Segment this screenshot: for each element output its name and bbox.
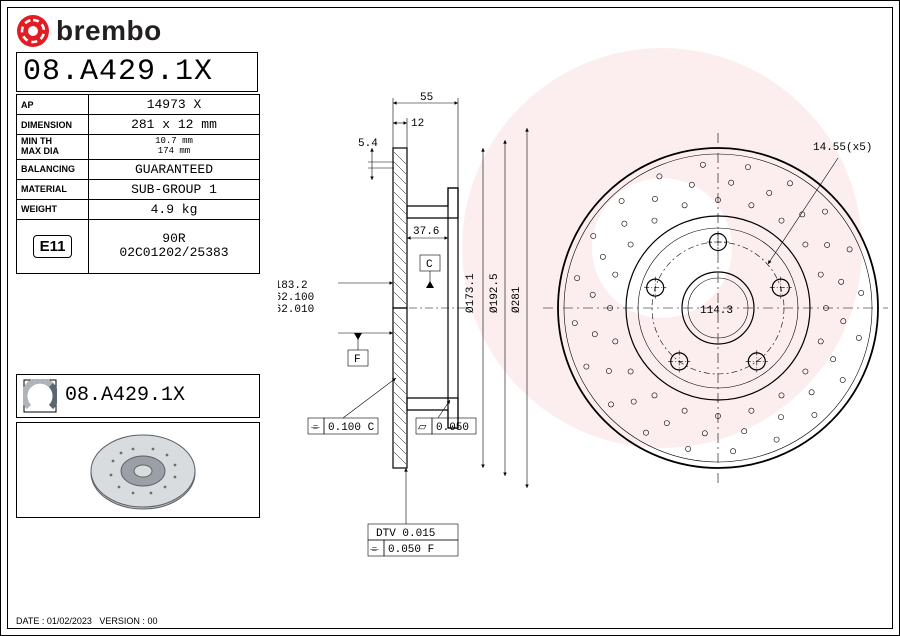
part-number-repeat: 08.A429.1X [16,374,260,418]
approval-value: 90R 02C01202/25383 [89,219,260,273]
weight-value: 4.9 kg [89,199,260,219]
dim-12: 12 [411,118,424,130]
svg-text:⌯: ⌯ [311,422,320,434]
disc-photo-icon [73,427,203,513]
dim-pcd: 114.3 [700,305,733,317]
dim-62hi: Ø62.100 [278,292,314,304]
balancing-value: GUARANTEED [89,159,260,179]
minmax-value: 10.7 mm 174 mm [89,135,260,160]
geo-flat: ⏥ 0.050 [416,418,476,434]
dim-37-6: 37.6 [413,226,439,238]
table-row: MIN TH MAX DIA 10.7 mm 174 mm [17,135,260,160]
footer-date: 01/02/2023 [47,616,92,626]
part-number-text: 08.A429.1X [65,384,185,407]
dim-bolt: 14.55(x5) [813,142,872,154]
spec-table: AP 14973 X DIMENSION 281 x 12 mm MIN TH … [16,94,260,274]
dim-173: Ø173.1 [465,273,477,313]
material-label: MATERIAL [17,179,89,199]
table-row: DIMENSION 281 x 12 mm [17,115,260,135]
svg-text:F: F [354,354,361,366]
dimension-value: 281 x 12 mm [89,115,260,135]
dim-62lo: Ø62.010 [278,304,314,316]
minmax-label: MIN TH MAX DIA [17,135,89,160]
section-view: 55 12 5.4 37.6 Ø183.2 Ø62.100 Ø62.010 [278,92,476,556]
table-row: BALANCING GUARANTEED [17,159,260,179]
material-value: SUB-GROUP 1 [89,179,260,199]
dim-192: Ø192.5 [489,273,501,313]
product-photo [16,422,260,518]
dtv-block: DTV 0.015 ⌯ 0.050 F [368,468,458,556]
dim-183: Ø183.2 [278,280,308,292]
dimension-label: DIMENSION [17,115,89,135]
brembo-logo-icon [16,14,50,48]
footer-version: 00 [147,616,157,626]
drawing-svg: 55 12 5.4 37.6 Ø183.2 Ø62.100 Ø62.010 [278,58,888,578]
svg-text:0.050 F: 0.050 F [388,544,434,556]
brand-name: brembo [56,15,162,47]
weight-label: WEIGHT [17,199,89,219]
table-row: WEIGHT 4.9 kg [17,199,260,219]
svg-text:⌯: ⌯ [370,544,379,556]
balancing-label: BALANCING [17,159,89,179]
table-row: AP 14973 X [17,95,260,115]
dim-281: Ø281 [511,286,523,313]
footer-date-label: DATE : [16,616,44,626]
dim-55: 55 [420,92,433,104]
svg-text:C: C [426,259,433,271]
front-view: 114.3 14.55(x5) [543,133,888,483]
dim-5-4: 5.4 [358,138,378,150]
technical-drawing: 55 12 5.4 37.6 Ø183.2 Ø62.100 Ø62.010 [278,58,882,588]
table-row: E11 90R 02C01202/25383 [17,219,260,273]
drawing-frame: brembo 08.A429.1X AP 14973 X DIMENSION 2… [7,7,893,629]
ap-label: AP [17,95,89,115]
brand-header: brembo [8,8,892,48]
approval-label: E11 [17,219,89,273]
ap-value: 14973 X [89,95,260,115]
datum-c: C [420,255,440,288]
datum-f: F [348,333,368,366]
disc-pair-icon [23,379,57,413]
geo-cyl: ⌯ 0.100 C [308,418,378,434]
page: brembo 08.A429.1X AP 14973 X DIMENSION 2… [0,0,900,636]
svg-text:DTV 0.015: DTV 0.015 [376,528,435,540]
svg-text:⏥: ⏥ [418,422,427,434]
part-number-main: 08.A429.1X [16,52,258,92]
footer: DATE : 01/02/2023 VERSION : 00 [16,616,157,626]
svg-text:0.050: 0.050 [436,422,469,434]
svg-text:0.100 C: 0.100 C [328,422,375,434]
footer-version-label: VERSION : [99,616,145,626]
table-row: MATERIAL SUB-GROUP 1 [17,179,260,199]
